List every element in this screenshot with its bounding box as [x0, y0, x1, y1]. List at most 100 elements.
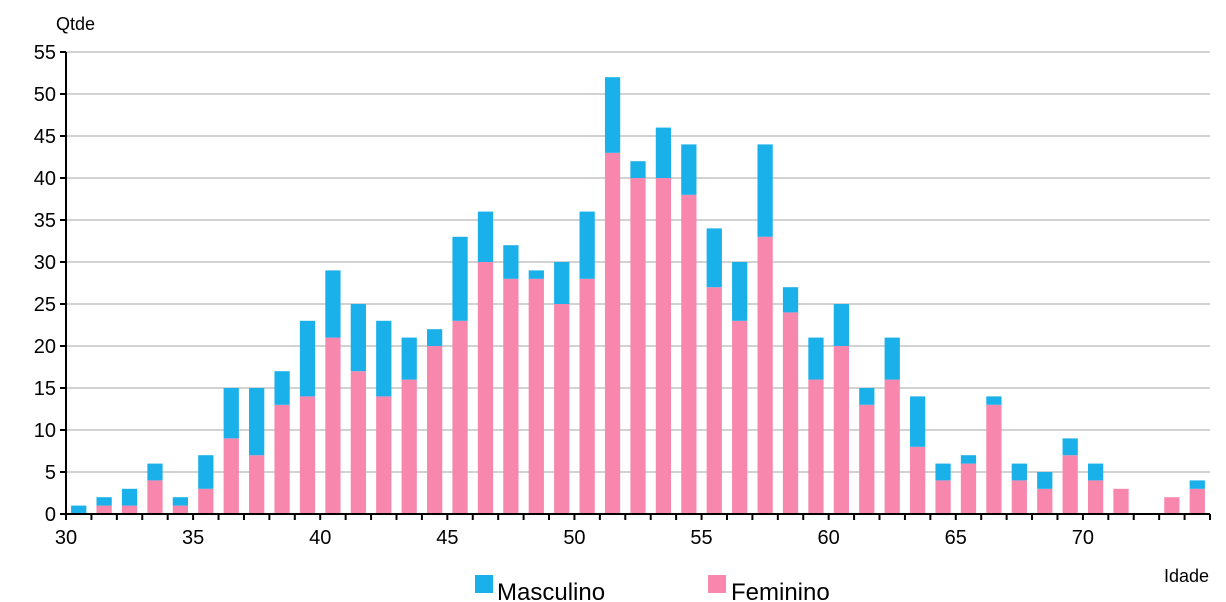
bar-masculino-37 — [249, 388, 265, 456]
bar-masculino-31 — [96, 497, 112, 506]
bar-feminino-37 — [249, 455, 265, 514]
legend-label-masculino: Masculino — [497, 579, 605, 602]
bar-feminino-39 — [299, 396, 316, 514]
bar-masculino-74 — [1189, 480, 1205, 489]
bar-masculino-49 — [554, 262, 570, 304]
y-tick-label: 0 — [45, 504, 56, 526]
x-tick-label: 55 — [690, 527, 712, 549]
bar-masculino-34 — [172, 497, 189, 506]
bars-group — [71, 77, 1205, 515]
x-axis-title: Idade — [1164, 566, 1209, 586]
bar-masculino-54 — [681, 144, 697, 195]
bar-feminino-54 — [681, 194, 697, 515]
bar-masculino-69 — [1062, 438, 1078, 456]
bar-feminino-64 — [935, 480, 951, 514]
bar-feminino-42 — [376, 396, 392, 514]
bar-masculino-59 — [808, 337, 824, 380]
x-tick-label: 30 — [55, 527, 77, 549]
bar-masculino-62 — [884, 337, 900, 380]
bar-masculino-39 — [299, 320, 316, 397]
bar-feminino-50 — [579, 278, 595, 514]
y-tick-label: 5 — [45, 462, 56, 484]
bar-feminino-66 — [986, 404, 1002, 514]
bar-feminino-44 — [426, 346, 443, 514]
bar-feminino-62 — [884, 379, 900, 514]
bar-feminino-58 — [782, 312, 799, 514]
bar-feminino-49 — [554, 304, 570, 514]
y-tick-label: 55 — [34, 42, 56, 64]
bar-masculino-65 — [960, 455, 977, 464]
y-axis-title: Qtde — [56, 14, 95, 34]
bar-masculino-61 — [859, 388, 875, 405]
legend: Masculino Feminino — [475, 575, 830, 602]
bar-feminino-34 — [172, 505, 189, 514]
ticks-group: 0 5 10 15 20 25 30 35 40 45 50 55 30 35 40 45 50 55 60 65 70 — [34, 42, 1211, 549]
bar-masculino-52 — [630, 161, 646, 178]
bar-masculino-68 — [1037, 472, 1053, 489]
bar-feminino-70 — [1087, 480, 1104, 514]
bar-masculino-57 — [757, 144, 773, 237]
bar-feminino-63 — [910, 446, 926, 514]
bar-feminino-33 — [147, 480, 163, 514]
legend-label-feminino: Feminino — [731, 579, 830, 602]
bar-masculino-43 — [401, 337, 417, 380]
y-tick-label: 30 — [34, 252, 56, 274]
bar-feminino-38 — [274, 404, 290, 514]
bar-masculino-46 — [477, 211, 494, 262]
y-tick-label: 40 — [34, 168, 56, 190]
bar-feminino-48 — [528, 278, 544, 514]
bar-feminino-59 — [808, 379, 824, 514]
bar-feminino-56 — [732, 320, 748, 514]
bar-masculino-63 — [910, 396, 926, 447]
bar-feminino-60 — [833, 346, 850, 514]
x-tick-label: 65 — [945, 527, 967, 549]
bar-masculino-30 — [71, 505, 87, 514]
y-tick-label: 45 — [34, 126, 56, 148]
bar-feminino-65 — [960, 463, 977, 514]
bar-feminino-52 — [630, 178, 646, 514]
bar-feminino-69 — [1062, 455, 1078, 514]
bar-masculino-64 — [935, 463, 951, 481]
bar-feminino-51 — [604, 152, 621, 515]
bar-masculino-70 — [1087, 463, 1104, 481]
bar-masculino-41 — [350, 304, 366, 372]
bar-feminino-74 — [1189, 488, 1205, 514]
legend-swatch-feminino — [708, 575, 726, 593]
bar-masculino-40 — [325, 270, 341, 338]
bar-masculino-42 — [376, 320, 392, 397]
bar-feminino-61 — [859, 404, 875, 514]
bar-feminino-46 — [477, 262, 494, 514]
legend-swatch-masculino — [475, 575, 493, 593]
bar-masculino-66 — [986, 396, 1002, 405]
bar-masculino-44 — [426, 329, 443, 346]
x-tick-label: 45 — [436, 527, 458, 549]
bar-masculino-58 — [782, 287, 799, 313]
bar-feminino-32 — [121, 505, 138, 514]
x-tick-label: 35 — [182, 527, 204, 549]
bar-masculino-48 — [528, 270, 544, 279]
bar-masculino-60 — [833, 304, 850, 346]
x-tick-label: 50 — [563, 527, 585, 549]
bar-masculino-35 — [198, 455, 214, 489]
bar-masculino-33 — [147, 463, 163, 481]
bar-feminino-47 — [503, 278, 519, 514]
bar-feminino-68 — [1037, 488, 1053, 514]
y-tick-label: 20 — [34, 336, 56, 358]
bar-feminino-36 — [223, 438, 239, 514]
bar-masculino-36 — [223, 388, 239, 439]
bar-feminino-55 — [706, 287, 722, 514]
y-tick-label: 15 — [34, 378, 56, 400]
bar-feminino-53 — [655, 178, 672, 514]
y-tick-label: 50 — [34, 84, 56, 106]
y-tick-label: 35 — [34, 210, 56, 232]
bar-masculino-55 — [706, 228, 722, 288]
bar-feminino-45 — [452, 320, 468, 514]
bar-feminino-41 — [350, 371, 366, 514]
bar-feminino-57 — [757, 236, 773, 515]
bar-masculino-32 — [121, 488, 138, 506]
bar-masculino-47 — [503, 245, 519, 279]
bar-feminino-73 — [1164, 497, 1180, 514]
bar-masculino-38 — [274, 371, 290, 405]
